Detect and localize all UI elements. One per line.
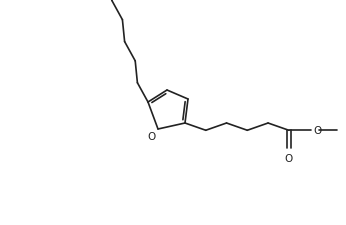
Text: O: O <box>147 131 155 141</box>
Text: O: O <box>314 126 322 136</box>
Text: O: O <box>285 154 293 164</box>
